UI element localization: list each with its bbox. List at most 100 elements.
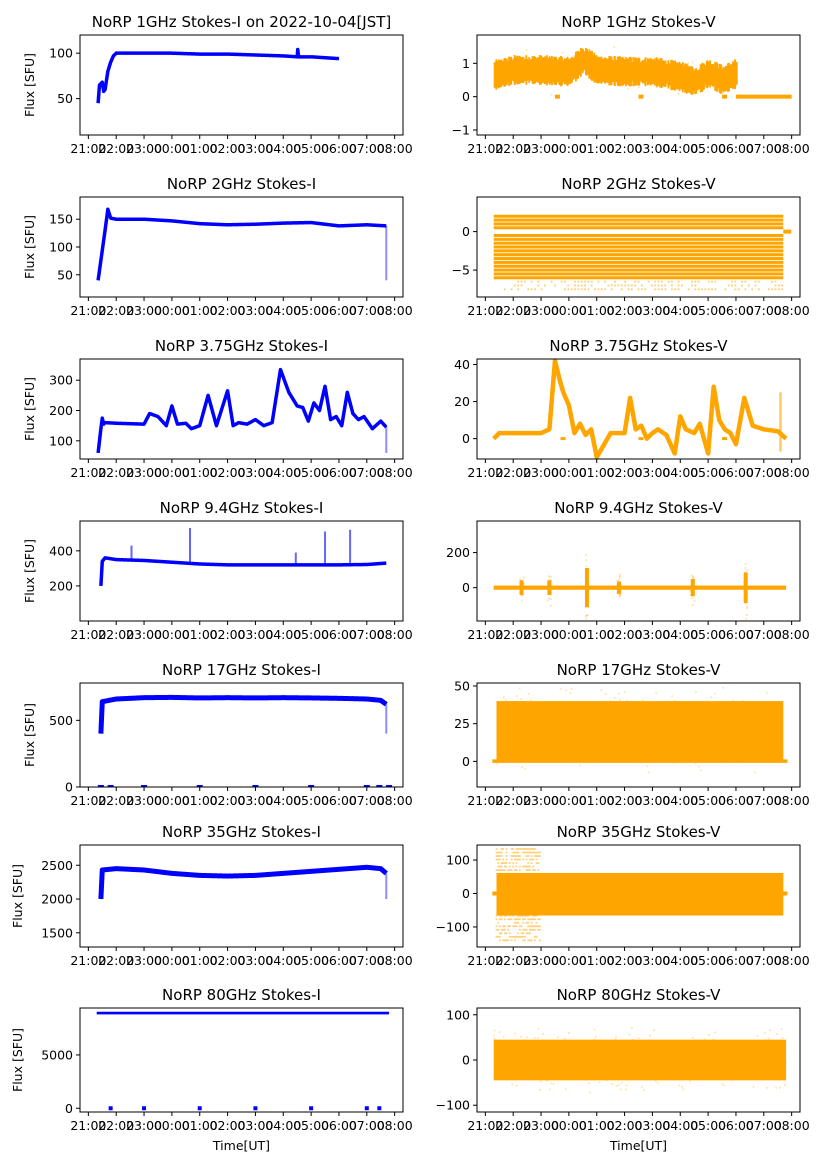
- data-point: [197, 1106, 202, 1111]
- data-point: [690, 588, 693, 591]
- y-axis-label: Flux [SFU]: [10, 864, 25, 928]
- data-point: [645, 747, 648, 750]
- data-point: [764, 1062, 767, 1065]
- data-point: [764, 1074, 766, 1077]
- data-point: [570, 1043, 573, 1046]
- data-point: [568, 1063, 571, 1066]
- data-point: [520, 720, 522, 723]
- x-tick-label: 23:00: [126, 953, 162, 968]
- x-tick-label: 21:00: [70, 793, 106, 808]
- data-point: [580, 284, 583, 287]
- data-point: [706, 76, 709, 79]
- data-point: [648, 1072, 651, 1075]
- data-point: [760, 711, 763, 714]
- data-point: [541, 702, 544, 705]
- data-band: [493, 264, 784, 268]
- data-point: [691, 1036, 694, 1039]
- data-point: [517, 921, 520, 924]
- data-point: [552, 730, 555, 733]
- data-point: [646, 1076, 648, 1079]
- data-point: [532, 714, 535, 717]
- data-point: [513, 284, 516, 287]
- data-point: [501, 732, 504, 735]
- data-point: [717, 729, 720, 732]
- data-point: [745, 591, 748, 594]
- x-tick-label: 06:00: [718, 1118, 754, 1133]
- x-tick-label: 04:00: [265, 953, 301, 968]
- data-point: [522, 918, 525, 921]
- data-point: [650, 1051, 653, 1054]
- data-point: [539, 939, 541, 942]
- data-point: [610, 729, 613, 732]
- x-tick-label: 23:00: [126, 1118, 162, 1133]
- data-point: [520, 280, 523, 283]
- data-point: [515, 1084, 518, 1087]
- plot-area: [99, 528, 388, 587]
- x-tick-label: 04:00: [662, 793, 698, 808]
- x-tick-label: 02:00: [210, 303, 246, 318]
- data-point: [686, 1059, 689, 1061]
- data-point: [591, 1058, 594, 1061]
- plot-area: [98, 864, 389, 900]
- data-point: [648, 1034, 651, 1037]
- data-point: [196, 785, 203, 787]
- x-tick-label: 03:00: [634, 303, 670, 318]
- data-point: [626, 1053, 629, 1055]
- x-tick-label: 21:00: [70, 141, 106, 156]
- data-point: [744, 1070, 747, 1073]
- data-point: [743, 589, 746, 592]
- data-point: [724, 1054, 727, 1057]
- axes-frame: [476, 196, 801, 298]
- data-point: [701, 1039, 703, 1042]
- data-point: [689, 735, 692, 738]
- data-point: [500, 865, 503, 868]
- data-point: [662, 714, 665, 717]
- data-point: [499, 739, 502, 742]
- data-point: [539, 747, 542, 750]
- x-tick-label: 23:00: [126, 465, 162, 480]
- data-point: [546, 1079, 548, 1082]
- data-point: [626, 699, 629, 702]
- data-point: [743, 574, 746, 577]
- data-point: [564, 1073, 566, 1076]
- data-point: [560, 1060, 563, 1063]
- data-point: [739, 722, 742, 724]
- data-point: [691, 588, 694, 591]
- data-point: [698, 1050, 700, 1053]
- x-tick-label: 07:00: [746, 141, 782, 156]
- data-point: [521, 718, 524, 721]
- data-point: [725, 1060, 728, 1062]
- data-point: [613, 46, 616, 48]
- data-point: [714, 288, 717, 291]
- data-point: [557, 1053, 560, 1056]
- x-tick-label: 04:00: [662, 303, 698, 318]
- data-point: [702, 1053, 705, 1056]
- data-point: [527, 914, 530, 917]
- data-point: [525, 1068, 528, 1070]
- data-point: [746, 1067, 748, 1069]
- x-tick-label: 02:00: [210, 465, 246, 480]
- data-point: [705, 60, 707, 63]
- data-point: [659, 1047, 662, 1050]
- data-point: [762, 1050, 764, 1053]
- data-point: [502, 736, 505, 738]
- data-band: [638, 94, 644, 99]
- data-point: [760, 723, 763, 726]
- y-tick-label: 25: [454, 716, 470, 731]
- x-tick-label: 03:00: [237, 793, 273, 808]
- data-point: [541, 1061, 544, 1064]
- data-point: [700, 715, 703, 718]
- data-point: [698, 1061, 701, 1063]
- data-point: [662, 1040, 665, 1042]
- data-point: [553, 741, 556, 744]
- data-point: [553, 1071, 556, 1074]
- data-point: [693, 578, 696, 581]
- data-point: [694, 747, 697, 750]
- data-point: [530, 939, 533, 942]
- data-point: [511, 1057, 514, 1060]
- data-band: [735, 62, 738, 85]
- data-point: [541, 1055, 544, 1058]
- data-point: [626, 734, 628, 737]
- data-point: [556, 753, 559, 756]
- data-point: [534, 855, 536, 857]
